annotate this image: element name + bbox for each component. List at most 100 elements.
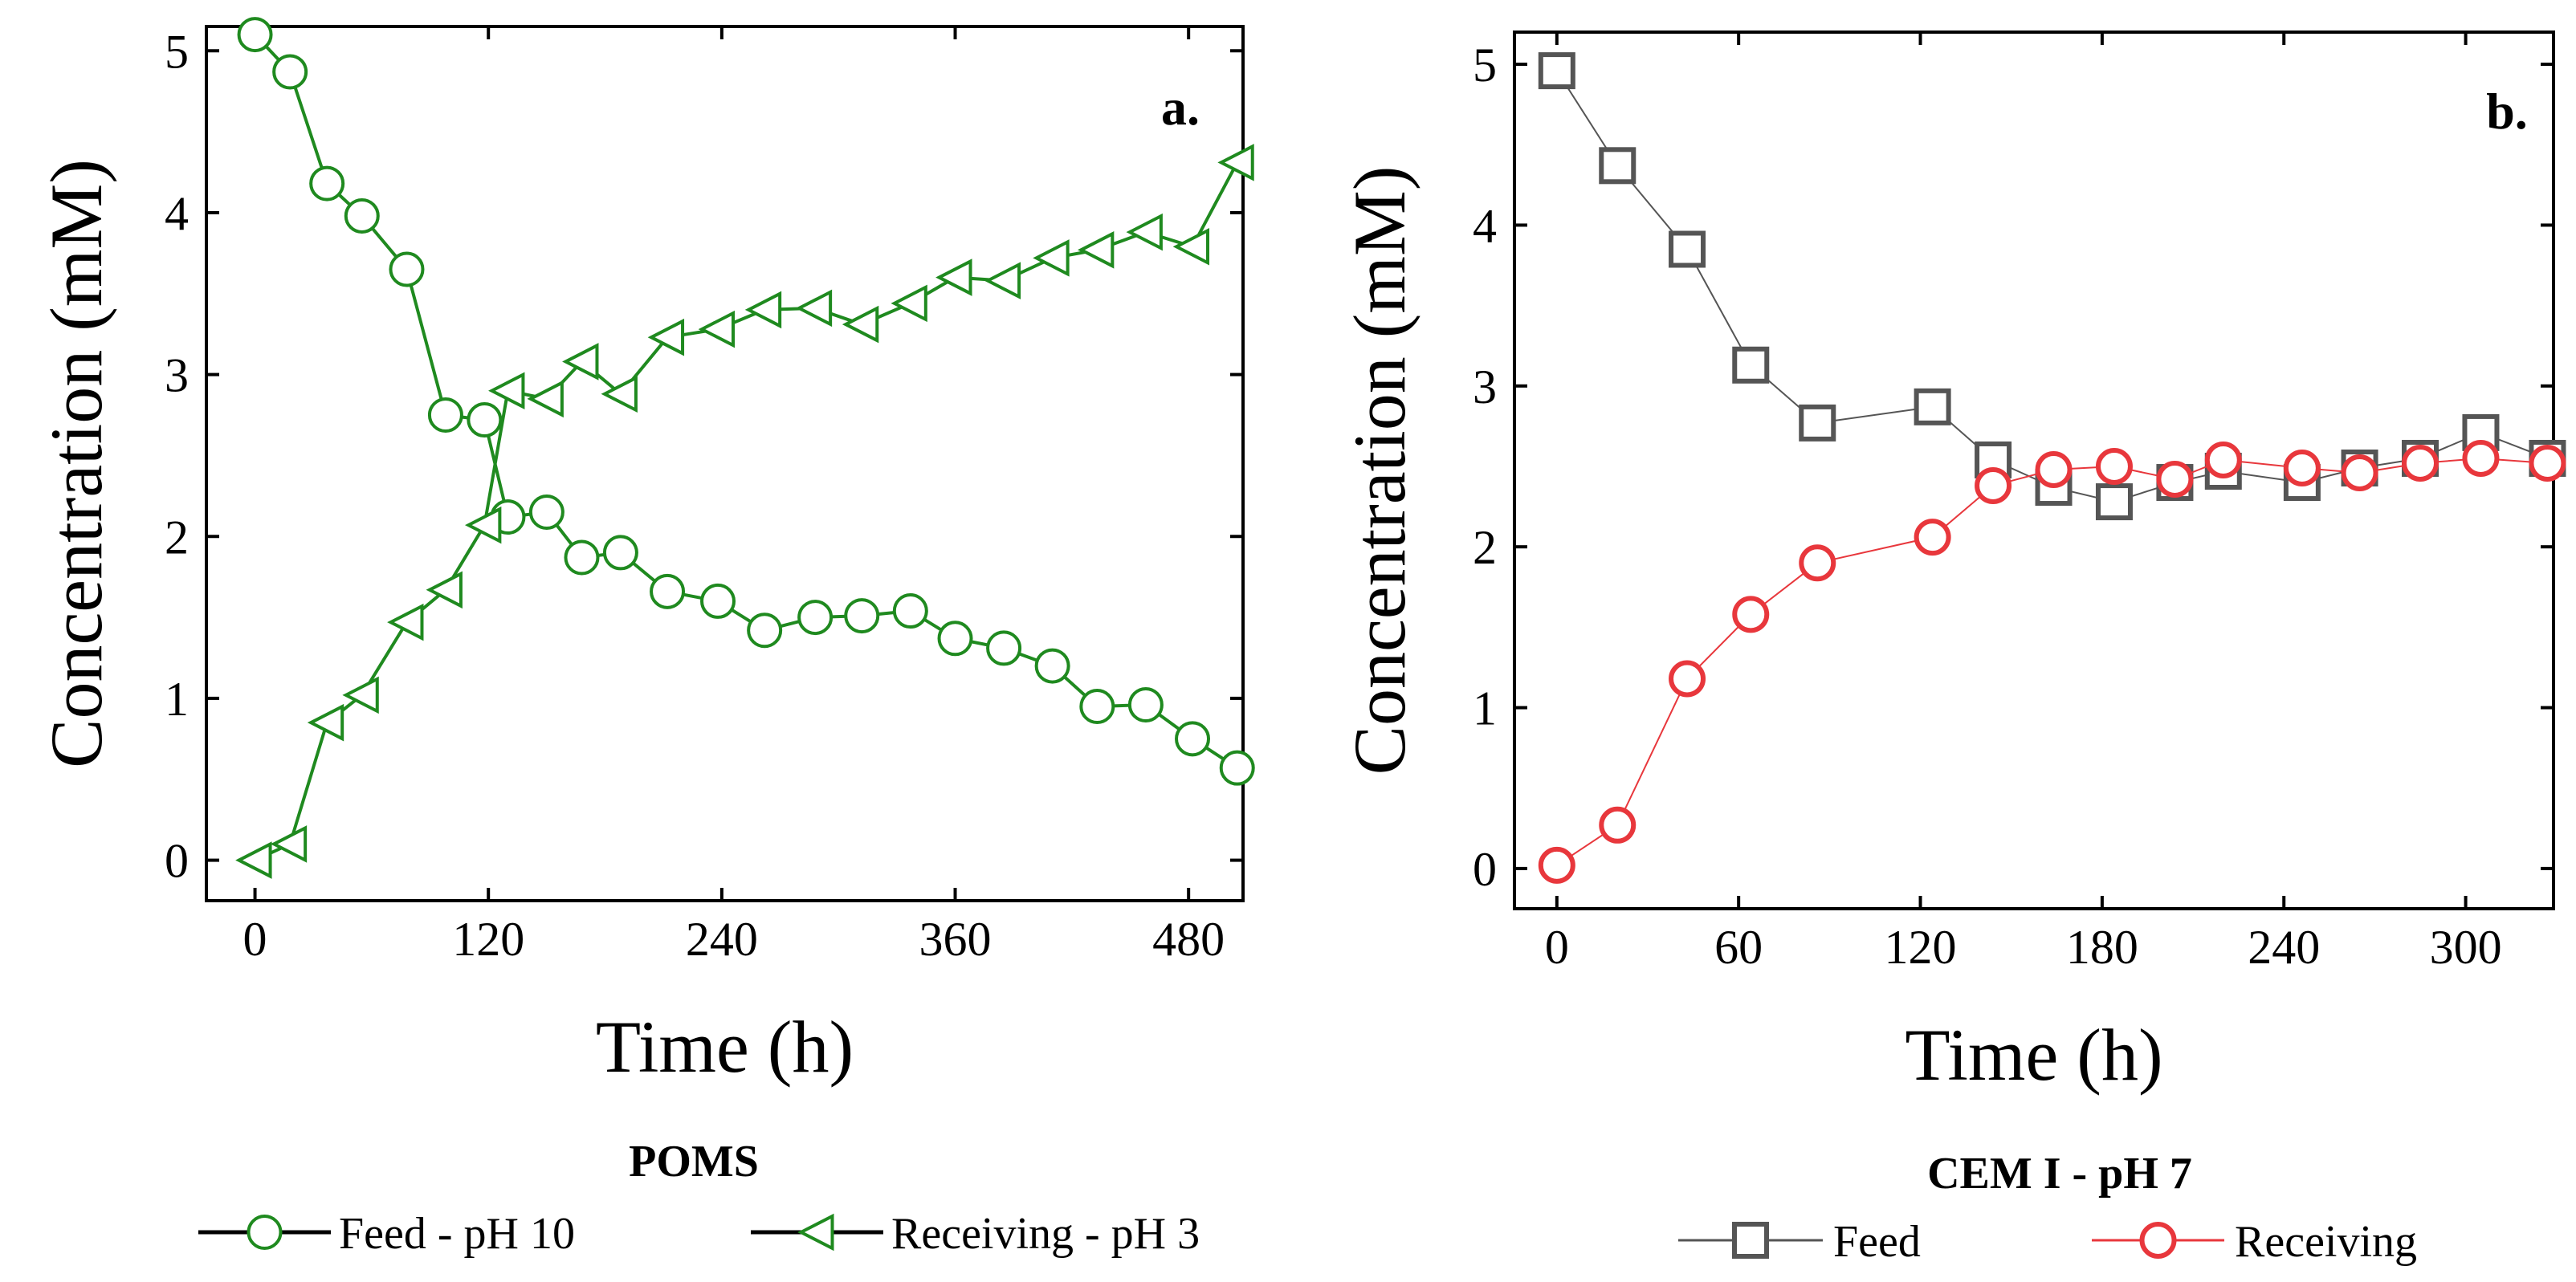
legend-label: Receiving - pH 3 [891,1209,1200,1259]
data-point [937,621,973,657]
y-axis-title: Concentration (mM) [35,159,117,768]
data-point [647,318,685,356]
data-point [309,165,345,201]
data-point [1599,147,1636,185]
series-0 [237,17,1255,786]
data-point [1599,806,1636,844]
y-axis-title: Concentration (mM) [1339,166,1420,775]
data-point [562,343,599,381]
x-tick-label: 360 [919,913,992,966]
data-point [1034,648,1070,684]
data-point [272,54,308,90]
data-point [2035,450,2073,488]
data-point [891,284,927,323]
data-point [2095,447,2133,485]
data-point [1538,846,1575,884]
data-point [1669,660,1706,698]
legend-title: CEM I - pH 7 [1927,1149,2192,1199]
legend-marker [1732,1222,1769,1259]
data-point [1914,519,1951,556]
data-point [564,539,600,576]
data-point [2529,444,2566,482]
data-point [1079,689,1115,724]
panel-a-chart: 0 120 240 360 480 0 1 2 3 4 5 Concentration (mM) Tim… [35,17,1255,1259]
data-point [2095,483,2133,521]
data-point [427,397,463,433]
x-tick-label: 120 [452,913,524,966]
data-point [307,703,344,742]
data-point [2462,439,2500,477]
x-axis-title: Time (h) [1905,1014,2162,1096]
x-tick-label: 0 [243,913,267,966]
data-point [2283,449,2321,486]
data-point [747,613,783,649]
series-line [1555,70,2548,503]
data-point [986,630,1022,666]
data-point [2156,461,2194,499]
data-point [235,841,272,879]
data-point [602,535,638,571]
data-point [984,262,1021,299]
y-tick-label: 3 [165,349,189,402]
data-point [650,573,686,609]
y-tick-label: 2 [165,511,189,564]
x-tick-label: 300 [2430,921,2502,974]
data-point [1538,52,1575,90]
plot-frame [205,25,1245,902]
data-point [1914,388,1951,425]
data-point [1732,346,1770,384]
data-point [1217,144,1254,181]
data-point [464,506,502,544]
series-1 [1538,439,2566,884]
data-point [488,372,525,410]
panel-tag: a. [1161,79,1200,136]
series-1 [235,144,1254,879]
data-point [795,289,833,328]
x-tick-label: 240 [686,913,758,966]
data-point [1127,686,1164,722]
data-point [892,593,928,629]
panel-b-chart: 0 60 120 180 240 300 0 1 2 3 4 5 Concentration (mM) T… [1339,31,2566,1267]
data-point [528,494,565,530]
x-axis-title: Time (h) [596,1006,854,1088]
y-tick-label: 1 [165,673,189,726]
x-tick-label: 120 [1885,921,1957,974]
x-tick-label: 240 [2248,921,2320,974]
y-tick-label: 0 [1473,843,1497,896]
y-tick-label: 0 [165,835,189,888]
data-point [270,825,308,863]
y-tick-label: 4 [1473,199,1497,252]
y-tick-label: 1 [1473,682,1497,735]
data-point [1172,227,1210,266]
data-point [744,291,782,329]
data-point [1077,231,1115,269]
series-line [254,33,1238,770]
data-point [1126,213,1163,251]
data-point [698,310,736,348]
y-tick-label: 2 [1473,521,1497,574]
data-point [2341,454,2378,492]
y-tick-label: 3 [1473,360,1497,413]
data-point [389,251,425,287]
x-tick-label: 60 [1714,921,1763,974]
legend-marker [797,1213,834,1251]
data-point [1732,596,1770,633]
series-line [1556,457,2548,866]
legend-label: Receiving [2235,1217,2417,1267]
data-point [1033,239,1070,277]
legend-marker [247,1215,283,1250]
data-point [527,380,564,418]
data-point [842,305,879,344]
data-point [1799,404,1836,442]
x-tick-label: 480 [1152,913,1225,966]
data-point [601,375,638,413]
data-point [1669,230,1706,268]
data-point [237,17,273,53]
legend-marker [2139,1222,2177,1259]
data-point [342,676,379,714]
data-point [1975,467,2012,505]
data-point [1799,544,1836,582]
data-point [700,583,736,619]
panel-tag: b. [2486,83,2528,140]
